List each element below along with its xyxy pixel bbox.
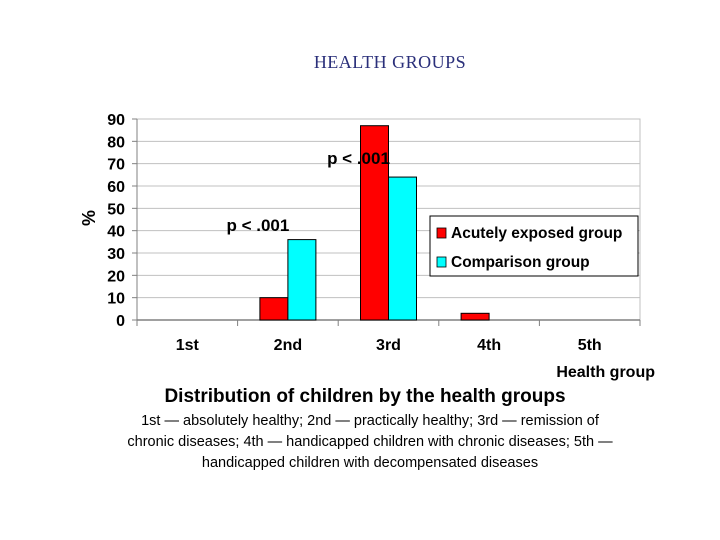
y-tick-label: 20 bbox=[107, 268, 125, 285]
x-tick-labels: 1st 2nd 3rd 4th 5th bbox=[176, 337, 602, 354]
y-tick-label: 10 bbox=[107, 291, 125, 308]
chart-annotations: p < .001 p < .001 bbox=[226, 149, 389, 235]
x-tick-label: 2nd bbox=[274, 337, 302, 354]
y-tick-label: 60 bbox=[107, 179, 125, 196]
legend-swatch bbox=[436, 227, 447, 239]
bar-2nd-comparison bbox=[287, 239, 317, 321]
y-tick-labels: 0 10 20 30 40 50 60 70 80 90 bbox=[107, 112, 125, 330]
legend-box bbox=[429, 215, 639, 277]
y-tick-label: 80 bbox=[107, 134, 125, 151]
chart-bars bbox=[259, 125, 490, 321]
legend-swatch bbox=[436, 256, 447, 268]
x-tick-label: 3rd bbox=[376, 337, 401, 354]
description-line: handicapped children with decompensated … bbox=[201, 455, 539, 471]
bar-3rd-comparison bbox=[388, 176, 417, 321]
y-tick-label: 50 bbox=[107, 201, 125, 218]
chart-title: Distribution of children by the health g… bbox=[164, 386, 566, 407]
x-tick-label: 5th bbox=[578, 337, 602, 354]
bar-3rd-acutely-exposed bbox=[360, 125, 389, 321]
p-value-annotation: p < .001 bbox=[226, 216, 289, 235]
x-tick-label: 4th bbox=[477, 337, 501, 354]
x-axis-label: Health group bbox=[556, 364, 655, 381]
description-line: 1st — absolutely healthy; 2nd — practica… bbox=[141, 413, 599, 429]
p-value-annotation: p < .001 bbox=[327, 149, 390, 168]
slide-title: HEALTH GROUPS bbox=[313, 52, 467, 72]
x-tick-label: 1st bbox=[176, 337, 200, 354]
y-tick-label: 70 bbox=[107, 157, 125, 174]
y-tick-label: 30 bbox=[107, 246, 125, 263]
chart-legend: Acutely exposed group Comparison group bbox=[429, 215, 639, 277]
legend-label: Comparison group bbox=[451, 254, 590, 271]
y-axis-label: % bbox=[79, 210, 99, 226]
bar-4th-acutely-exposed bbox=[460, 312, 490, 321]
legend-label: Acutely exposed group bbox=[451, 225, 622, 242]
y-tick-label: 90 bbox=[107, 112, 125, 129]
y-tick-label: 0 bbox=[116, 313, 125, 330]
y-tick-label: 40 bbox=[107, 224, 125, 241]
description-line: chronic diseases; 4th — handicapped chil… bbox=[127, 434, 613, 450]
bar-chart: 0 10 20 30 40 50 60 70 80 90 1st 2nd 3rd 4th 5th % He… bbox=[79, 112, 655, 381]
bar-2nd-acutely-exposed bbox=[259, 297, 289, 321]
